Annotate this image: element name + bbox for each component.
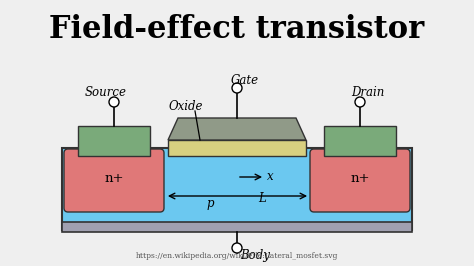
Bar bbox=[78, 126, 150, 156]
Polygon shape bbox=[168, 118, 306, 140]
Text: https://en.wikipedia.org/wiki/File:Lateral_mosfet.svg: https://en.wikipedia.org/wiki/File:Later… bbox=[136, 252, 338, 260]
Text: x: x bbox=[267, 171, 273, 184]
Circle shape bbox=[109, 97, 119, 107]
FancyBboxPatch shape bbox=[64, 149, 164, 212]
Text: p: p bbox=[206, 197, 214, 210]
Text: Oxide: Oxide bbox=[169, 101, 203, 114]
Text: n+: n+ bbox=[104, 172, 124, 185]
Circle shape bbox=[232, 243, 242, 253]
FancyBboxPatch shape bbox=[62, 148, 412, 230]
Text: Source: Source bbox=[85, 86, 127, 99]
Text: Body: Body bbox=[240, 250, 270, 263]
Bar bbox=[62, 222, 412, 232]
Circle shape bbox=[355, 97, 365, 107]
Circle shape bbox=[232, 83, 242, 93]
Text: n+: n+ bbox=[350, 172, 370, 185]
Text: Gate: Gate bbox=[231, 73, 259, 86]
Bar bbox=[324, 126, 396, 156]
FancyBboxPatch shape bbox=[310, 149, 410, 212]
Bar bbox=[168, 140, 306, 156]
Text: Drain: Drain bbox=[351, 86, 385, 99]
Text: Field-effect transistor: Field-effect transistor bbox=[49, 15, 425, 45]
Text: L: L bbox=[258, 192, 266, 205]
